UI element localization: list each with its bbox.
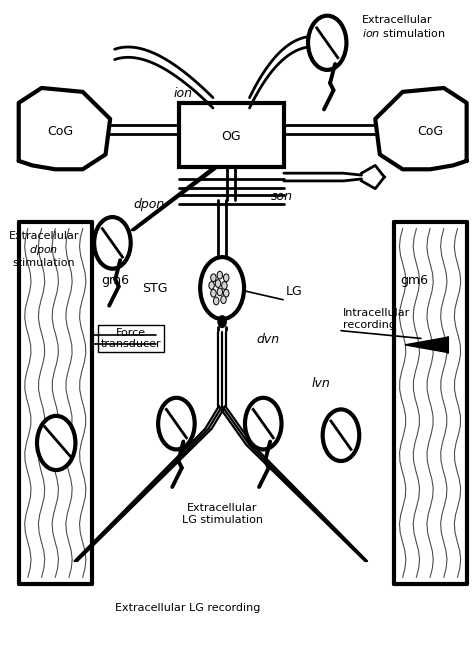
Text: ion: ion bbox=[174, 87, 193, 100]
Circle shape bbox=[245, 398, 282, 449]
Text: son: son bbox=[271, 190, 292, 203]
Text: CoG: CoG bbox=[47, 126, 73, 139]
Text: Extracellular
$\it{ion}$ stimulation: Extracellular $\it{ion}$ stimulation bbox=[362, 16, 446, 39]
Text: gm6: gm6 bbox=[401, 274, 428, 287]
Text: lgn: lgn bbox=[327, 424, 346, 437]
Text: gm6: gm6 bbox=[101, 274, 129, 287]
Circle shape bbox=[200, 257, 244, 319]
Text: dpon: dpon bbox=[133, 198, 164, 211]
Circle shape bbox=[94, 217, 131, 269]
Circle shape bbox=[209, 282, 214, 289]
Polygon shape bbox=[18, 88, 110, 169]
Circle shape bbox=[308, 16, 346, 70]
Text: Intracellular
recording: Intracellular recording bbox=[343, 308, 410, 330]
Text: Extracellular LG recording: Extracellular LG recording bbox=[115, 603, 261, 613]
Text: dvn: dvn bbox=[256, 333, 280, 346]
Text: OG: OG bbox=[221, 130, 241, 143]
Circle shape bbox=[210, 289, 216, 297]
Circle shape bbox=[217, 271, 223, 279]
Circle shape bbox=[218, 316, 226, 327]
Polygon shape bbox=[405, 337, 448, 353]
Text: Extracellular
LG stimulation: Extracellular LG stimulation bbox=[182, 503, 263, 525]
Circle shape bbox=[217, 288, 223, 296]
Text: LG: LG bbox=[286, 284, 303, 298]
Polygon shape bbox=[375, 88, 466, 169]
Circle shape bbox=[213, 297, 219, 305]
Circle shape bbox=[215, 280, 221, 288]
Text: STG: STG bbox=[142, 282, 167, 294]
Text: CoG: CoG bbox=[417, 126, 443, 139]
Circle shape bbox=[223, 289, 229, 297]
Text: Force
transducer: Force transducer bbox=[100, 327, 161, 349]
Polygon shape bbox=[179, 103, 284, 167]
Text: Extracellular
$\it{dpon}$
stimulation: Extracellular $\it{dpon}$ stimulation bbox=[9, 230, 79, 268]
Circle shape bbox=[323, 409, 359, 461]
Circle shape bbox=[158, 398, 195, 449]
Circle shape bbox=[223, 274, 229, 282]
Circle shape bbox=[210, 274, 216, 282]
Circle shape bbox=[37, 416, 75, 470]
Circle shape bbox=[222, 282, 227, 289]
Circle shape bbox=[221, 296, 226, 303]
Text: lvn: lvn bbox=[311, 377, 330, 390]
